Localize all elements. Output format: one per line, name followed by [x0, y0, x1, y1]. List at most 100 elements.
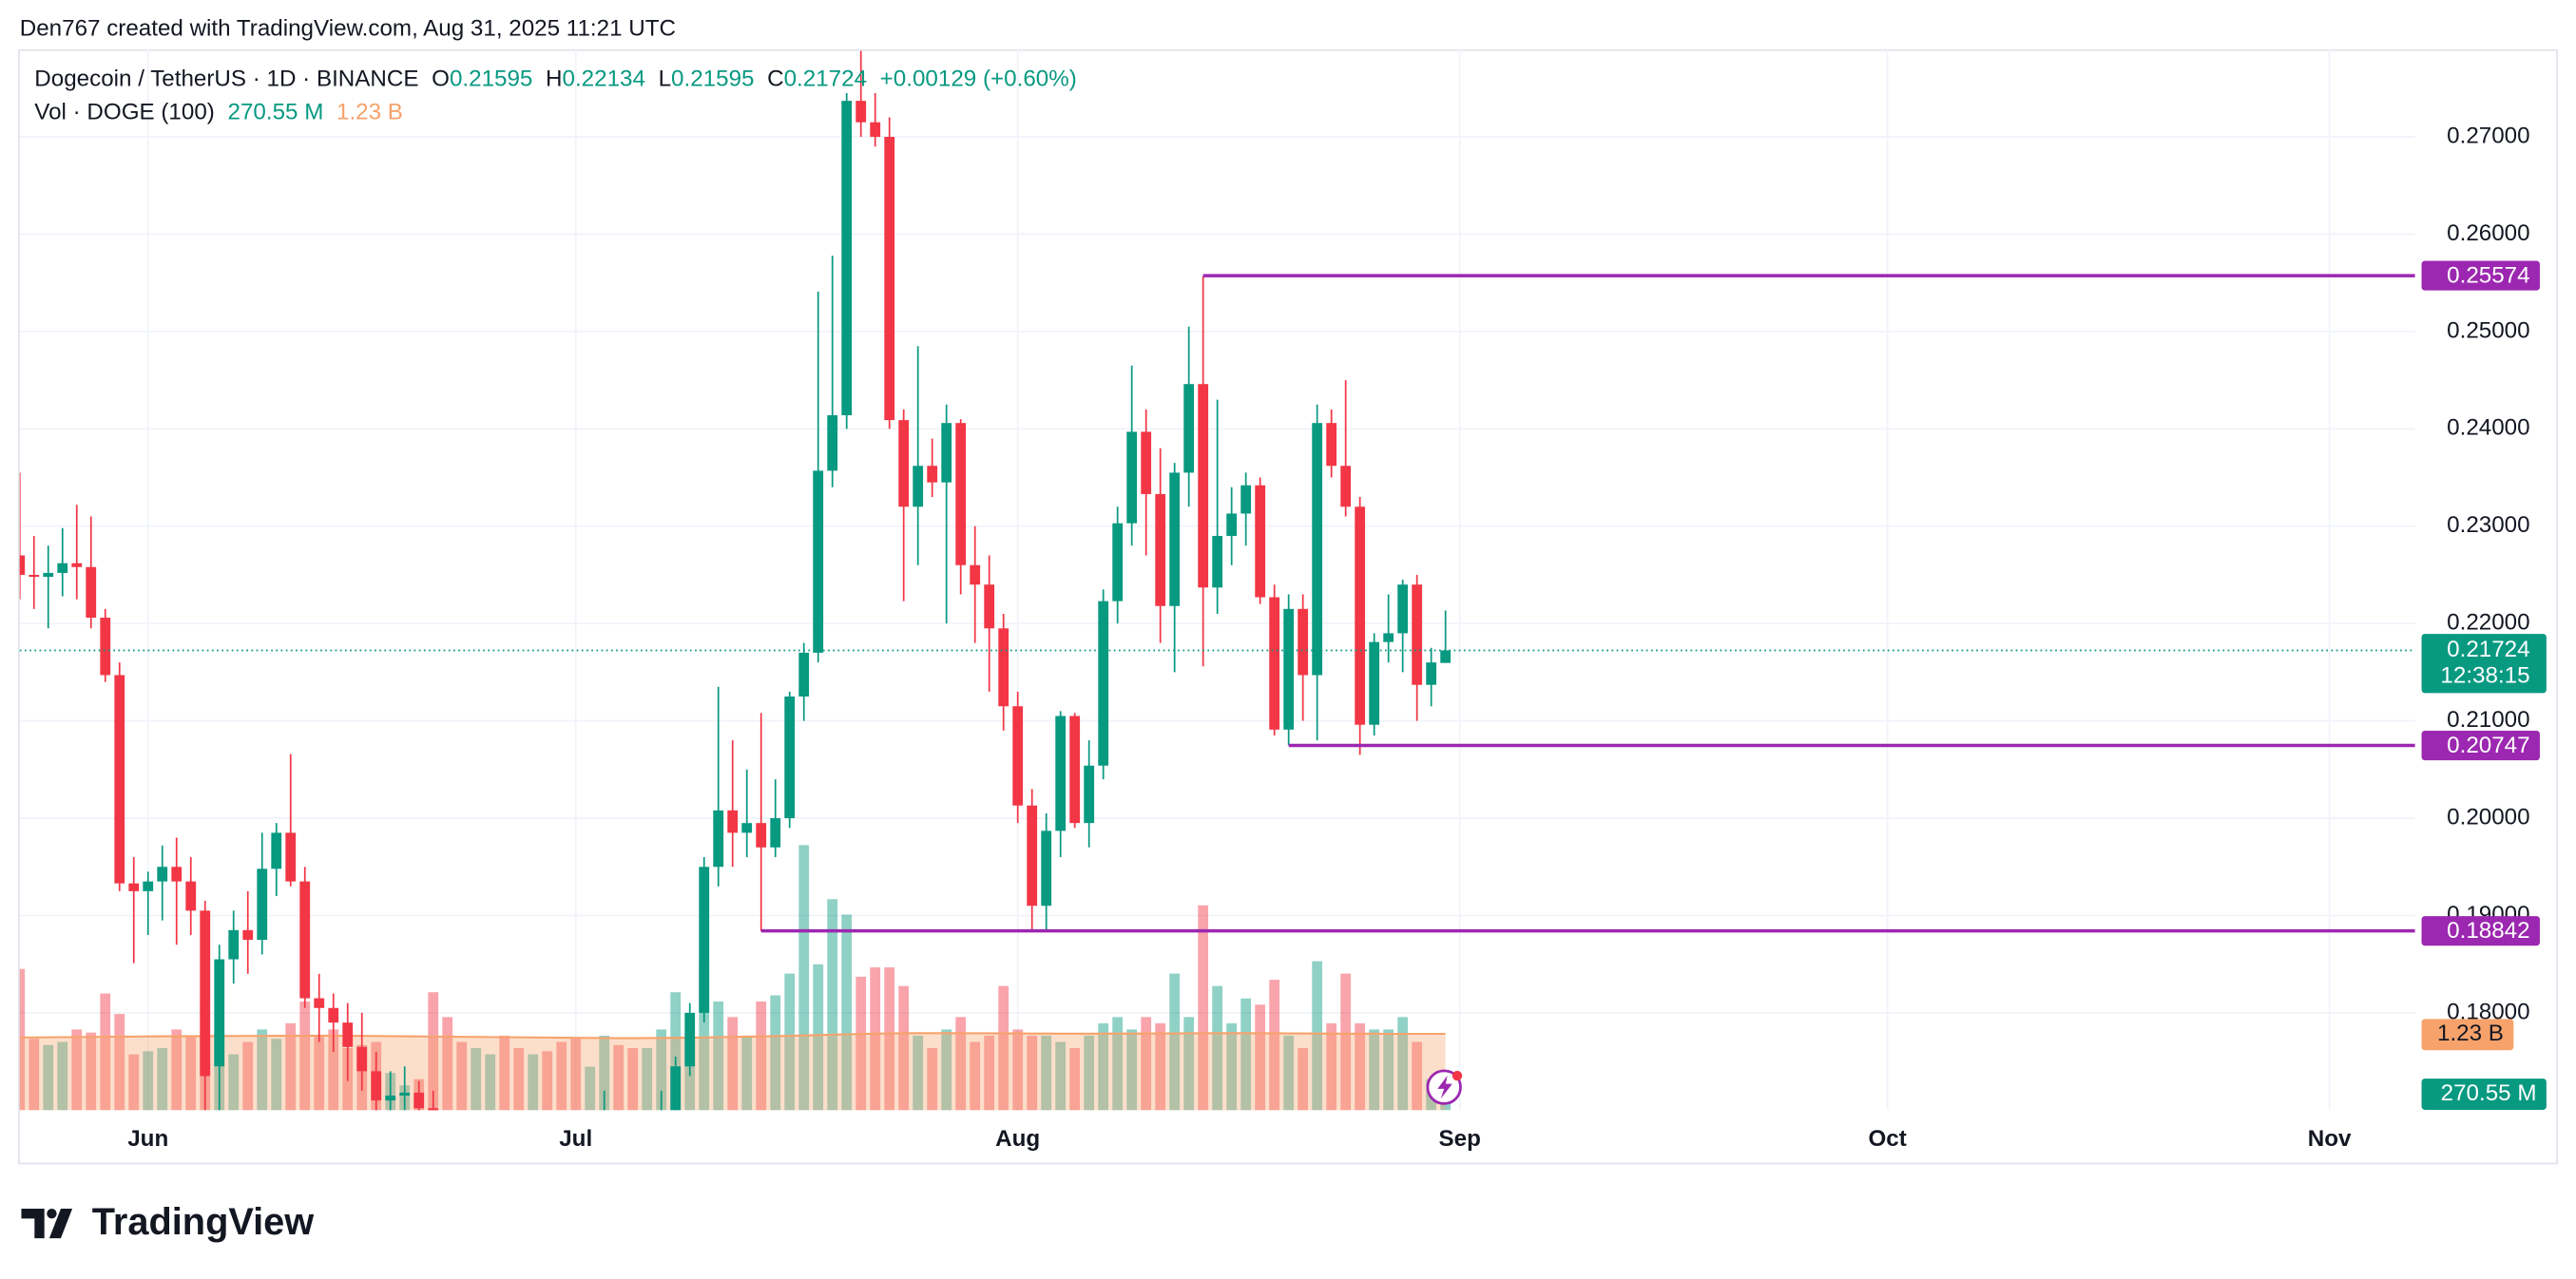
volume-bar [1340, 973, 1352, 1111]
volume-bar [299, 1002, 311, 1111]
level-label-box [2421, 916, 2540, 946]
candle-body [71, 563, 83, 567]
candle-body [855, 101, 867, 123]
volume-bar [1098, 1022, 1109, 1111]
level-label: 0.18842 [2447, 918, 2529, 944]
logo[interactable]: TradingView [21, 1201, 314, 1243]
open-value: 0.21595 [450, 67, 532, 92]
candle-body [770, 818, 781, 848]
candle-body [1169, 472, 1181, 606]
volume-bar [19, 968, 26, 1111]
candle-body [684, 1012, 696, 1067]
volume-bar [43, 1044, 54, 1111]
volume-bar [86, 1032, 97, 1111]
volume-bar [770, 995, 781, 1111]
candle-body [114, 675, 125, 884]
volume-bar [1240, 998, 1252, 1111]
volume-bar [1027, 1035, 1038, 1111]
candle-body [1226, 513, 1238, 536]
volume-bar [485, 1054, 496, 1111]
volume-bar [955, 1017, 967, 1111]
volume-bar [570, 1039, 582, 1111]
candle-body [43, 572, 54, 578]
volume-bar [1226, 1022, 1238, 1111]
candle-body [1027, 805, 1038, 907]
candle-body [1041, 830, 1052, 907]
volume-bar [798, 845, 810, 1111]
volume-bar [984, 1035, 995, 1111]
volume-bar [228, 1054, 240, 1111]
volume-bar [1397, 1017, 1409, 1111]
volume-bar [499, 1035, 510, 1111]
volume-bar [471, 1048, 482, 1111]
x-tick-label: Nov [2308, 1126, 2352, 1152]
volume-bar [1255, 1004, 1266, 1111]
volume-bar [100, 993, 111, 1111]
candle-body [898, 420, 910, 507]
volume-bar [855, 976, 867, 1111]
volume-bar [727, 1017, 739, 1111]
candle-body [1183, 384, 1195, 473]
candle-body [314, 998, 325, 1008]
candle-body [271, 832, 282, 869]
volume-bar [1112, 1017, 1124, 1111]
candle-body [57, 563, 68, 573]
price-label: 0.21724 [2447, 637, 2529, 662]
volume-bar [627, 1048, 639, 1111]
candle-body [328, 1007, 339, 1023]
alert-icon[interactable] [1426, 1069, 1463, 1105]
volume-bar [1012, 1029, 1024, 1111]
low-value: 0.21595 [671, 67, 754, 92]
open-letter: O [432, 67, 450, 92]
y-tick-label: 0.22000 [2447, 610, 2529, 636]
candle-body [699, 867, 710, 1013]
volume-box [2421, 1079, 2547, 1110]
candle-body [1069, 716, 1081, 824]
volume-bar [870, 967, 881, 1111]
candle-body [1198, 384, 1209, 588]
candle-body [214, 959, 225, 1067]
volume-bar [428, 992, 439, 1111]
volume-bar [1369, 1029, 1380, 1111]
candle-body [1412, 584, 1423, 685]
candle-body [19, 555, 26, 575]
candle-body [1383, 633, 1394, 642]
volume-bar [1383, 1029, 1394, 1111]
volume-bar [513, 1048, 525, 1111]
axis: Jun Jul Aug Sep Oct Nov0.180000.190000.200000… [127, 123, 2547, 1152]
chart-frame [18, 48, 2558, 1165]
volume-bar [1141, 1017, 1152, 1111]
candle-body [299, 881, 311, 999]
volume-bar [1126, 1029, 1138, 1111]
candle-body [157, 867, 168, 882]
candle-body [285, 832, 297, 882]
volume-bar [1084, 1035, 1095, 1111]
volume-bar [970, 1041, 981, 1111]
candle-body [798, 652, 810, 697]
candle-body [257, 869, 268, 941]
attribution: Den767 created with TradingView.com, Aug… [20, 16, 676, 42]
volume-bar [1312, 961, 1323, 1111]
volume-bar [57, 1041, 68, 1111]
volume-bar [941, 1029, 952, 1111]
volume-bar [542, 1051, 553, 1111]
level-label: 0.20747 [2447, 733, 2529, 758]
candle-body [998, 628, 1009, 707]
candle-body [1269, 597, 1280, 730]
volume-bar [285, 1022, 297, 1111]
candle-body [756, 823, 767, 848]
high-value: 0.22134 [563, 67, 645, 92]
volume-bar [699, 961, 710, 1111]
candle-body [1312, 423, 1323, 676]
candle-body [228, 929, 240, 960]
plot-area [19, 50, 1451, 1111]
candle-body [941, 423, 952, 483]
volume-bar [756, 1002, 767, 1111]
candle-body [913, 466, 924, 507]
candle-body [870, 122, 881, 138]
candle-body [399, 1092, 411, 1096]
alert-bolt [1437, 1076, 1452, 1099]
candle-body [1369, 641, 1380, 725]
candle-body [827, 414, 838, 471]
